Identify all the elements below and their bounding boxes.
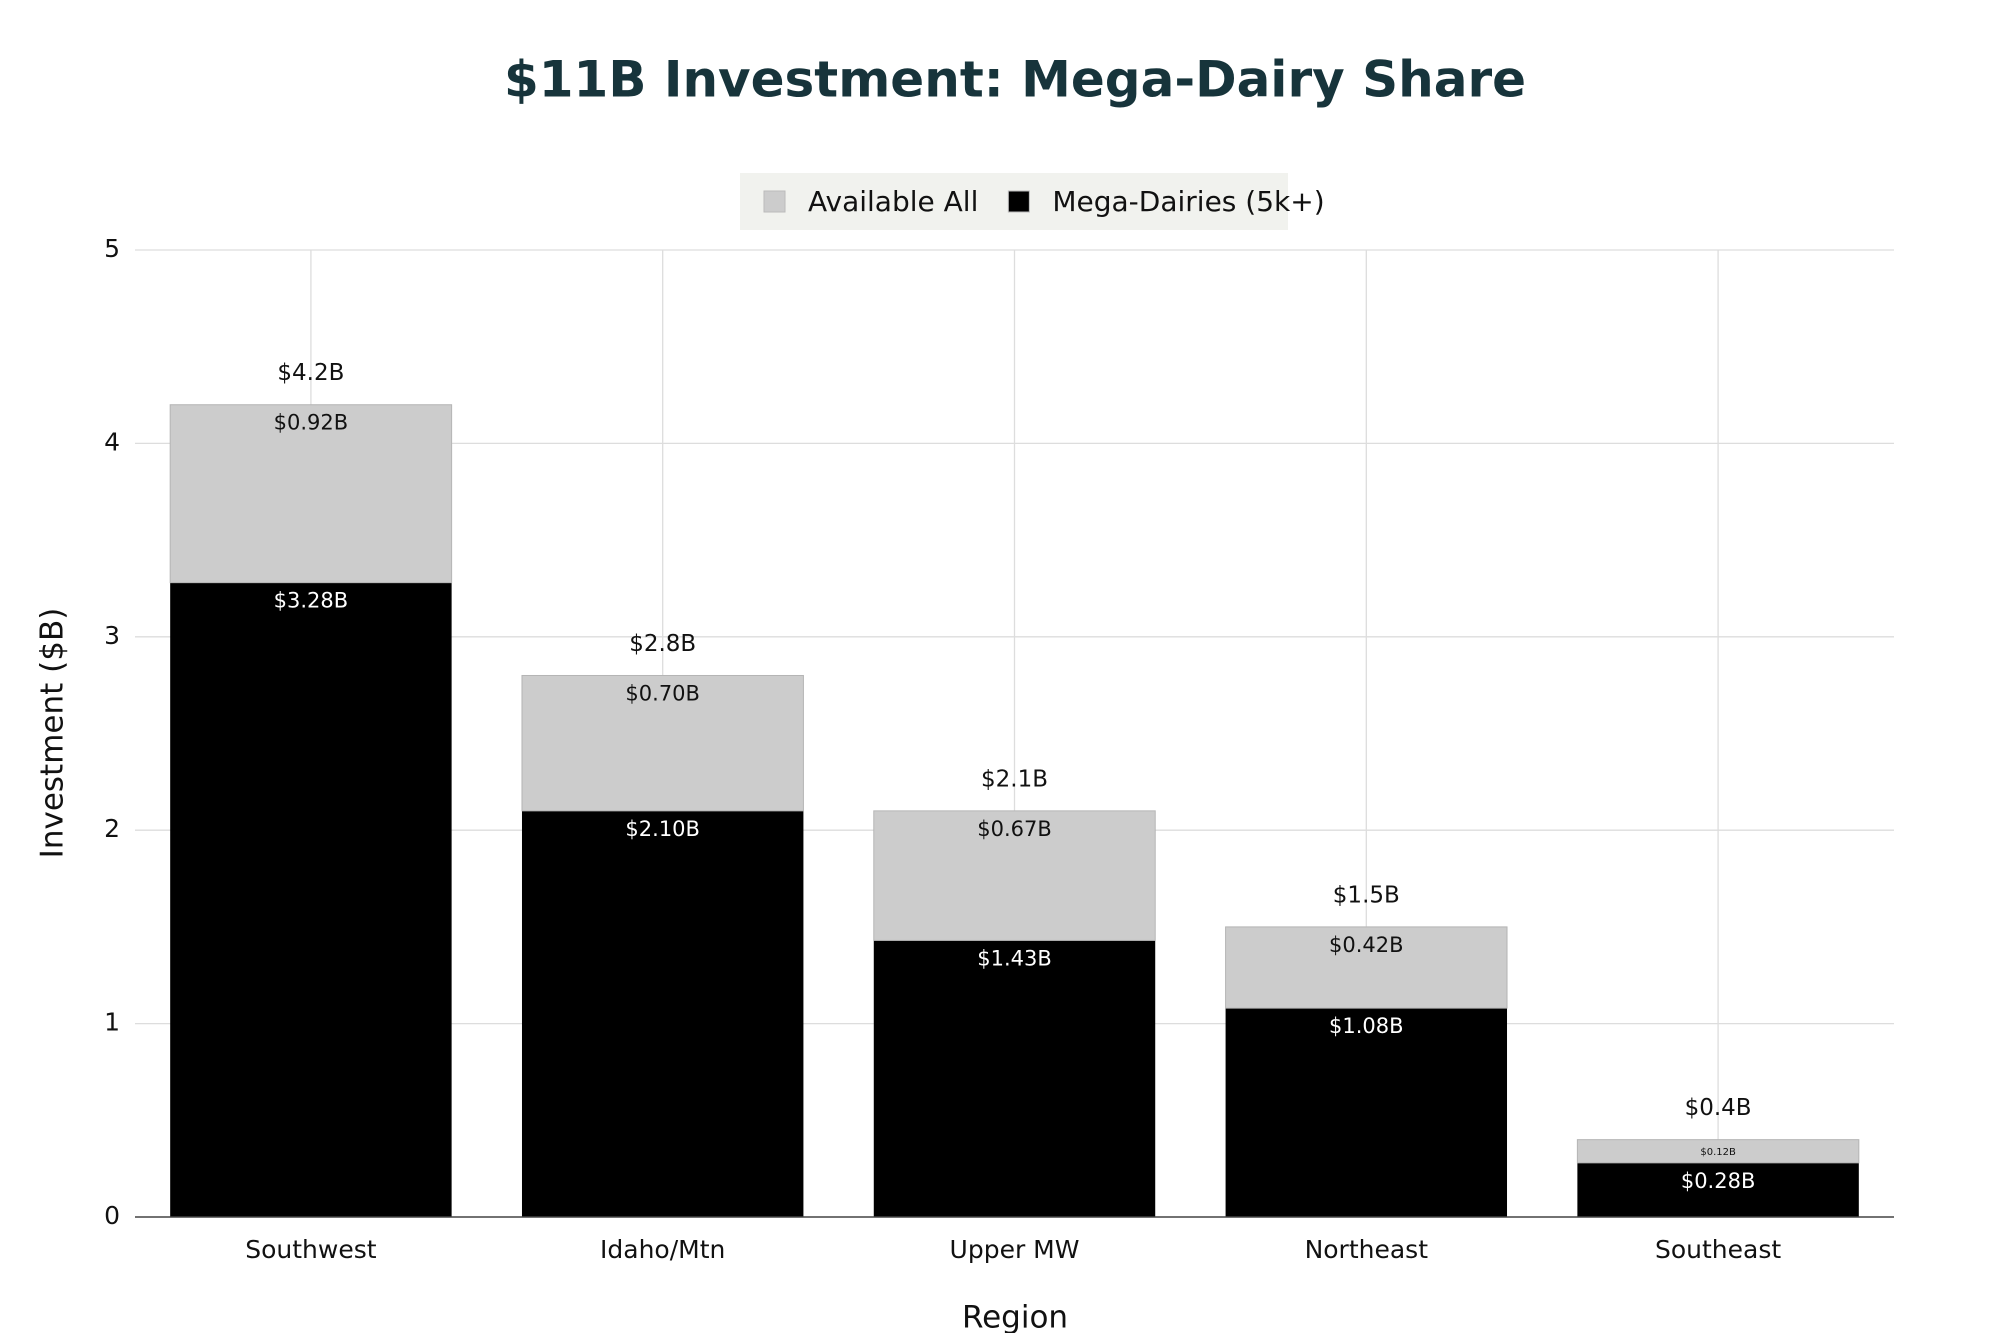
y-axis-title: Investment ($B) (35, 608, 71, 859)
value-label: $0.92B (274, 411, 349, 435)
value-label: $1.08B (1329, 1014, 1404, 1038)
y-tick-label: 0 (104, 1201, 120, 1230)
bar-segment (521, 674, 804, 812)
value-label: $0.70B (625, 681, 700, 705)
legend-swatch (1007, 190, 1030, 213)
total-label: $4.2B (277, 360, 344, 386)
bar-segment (873, 940, 1156, 1217)
value-label: $1.43B (977, 946, 1052, 970)
total-label: $2.8B (629, 631, 696, 657)
chart-title: $11B Investment: Mega-Dairy Share (504, 51, 1526, 109)
bar-segment (1225, 926, 1508, 1009)
value-label: $0.67B (977, 817, 1052, 841)
bar-segment (1577, 1162, 1859, 1217)
value-label: $0.42B (1329, 933, 1404, 957)
value-label: $0.12B (1700, 1147, 1736, 1158)
total-label: $2.1B (981, 766, 1048, 792)
value-label: $2.10B (625, 817, 700, 841)
total-label: $1.5B (1333, 882, 1400, 908)
y-tick-label: 3 (104, 621, 120, 650)
bar-segment (1225, 1008, 1508, 1217)
x-tick-label: Southeast (1655, 1235, 1781, 1264)
legend-swatch (763, 190, 786, 213)
bar-segment (170, 582, 452, 1217)
x-tick-label: Upper MW (950, 1235, 1080, 1264)
x-tick-label: Idaho/Mtn (600, 1235, 725, 1264)
y-tick-label: 2 (104, 814, 120, 843)
bar-segment (521, 810, 804, 1217)
total-label: $0.4B (1685, 1095, 1752, 1121)
y-tick-label: 5 (104, 234, 120, 263)
y-tick-label: 4 (104, 427, 120, 456)
bar-segment (1576, 1139, 1860, 1164)
value-label: $0.28B (1681, 1169, 1756, 1193)
bar-segment (873, 810, 1156, 941)
x-tick-label: Southwest (245, 1235, 377, 1264)
legend-label: Mega-Dairies (5k+) (1052, 185, 1324, 218)
value-label: $3.28B (274, 589, 349, 613)
x-tick-label: Northeast (1305, 1235, 1429, 1264)
legend-label: Available All (808, 185, 978, 218)
y-tick-label: 1 (104, 1008, 120, 1037)
x-axis-title: Region (962, 1300, 1068, 1333)
bar-segment (169, 404, 453, 584)
